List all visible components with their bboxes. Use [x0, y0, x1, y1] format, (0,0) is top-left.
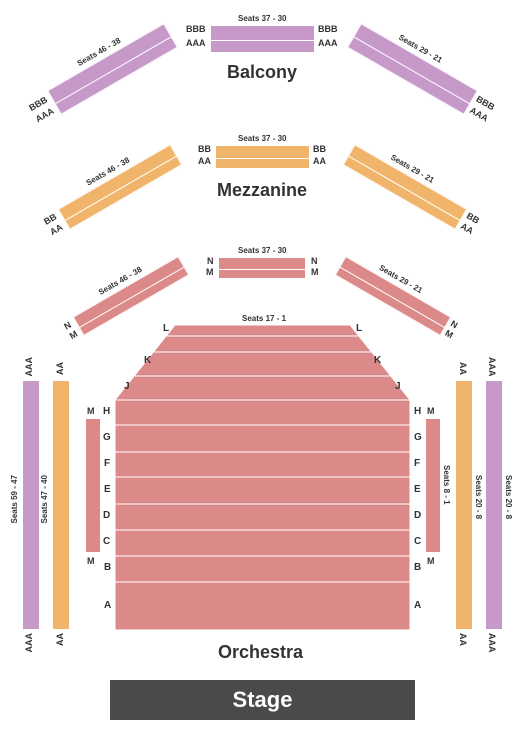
- orch-upper-right-m: M: [443, 328, 454, 340]
- balcony-center-seats: Seats 37 - 30: [238, 14, 286, 23]
- mezz-center[interactable]: [215, 145, 310, 169]
- row-l-f: F: [104, 458, 110, 469]
- row-r-k: K: [374, 355, 381, 366]
- row-r-j: J: [395, 381, 401, 392]
- balcony-center[interactable]: [210, 25, 315, 53]
- row-r-c: C: [414, 536, 421, 547]
- orch-side-aaa-right-t: AAA: [487, 357, 497, 377]
- mezz-right[interactable]: [343, 144, 468, 230]
- orch-main[interactable]: [0, 0, 525, 732]
- orch-upper-right[interactable]: [335, 256, 452, 336]
- orch-upper-center-seats: Seats 37 - 30: [238, 246, 286, 255]
- row-l-h: H: [103, 406, 110, 417]
- mezz-title: Mezzanine: [217, 180, 307, 201]
- orch-main-seats: Seats 17 - 1: [242, 314, 286, 323]
- row-l-d: D: [103, 510, 110, 521]
- orch-side-aaa-right-seats: Seats 20 - 8: [504, 475, 513, 519]
- orch-side-aa-left-t: AA: [55, 362, 65, 375]
- orch-upper-n-l: N: [207, 256, 214, 266]
- row-l-c: C: [103, 536, 110, 547]
- stage: Stage: [110, 680, 415, 720]
- row-r-g: G: [414, 432, 422, 443]
- row-r-a: A: [414, 600, 421, 611]
- row-l-e: E: [104, 484, 111, 495]
- balcony-center-aaa-l: AAA: [186, 38, 206, 48]
- orch-side-inner-left[interactable]: [85, 418, 101, 553]
- mezz-left[interactable]: [58, 144, 183, 230]
- orch-upper-center[interactable]: [218, 257, 306, 279]
- orch-side-aa-right-b: AA: [458, 633, 468, 646]
- row-l-a: A: [104, 600, 111, 611]
- orch-side-inner-right-m-t: M: [427, 406, 435, 416]
- orch-side-aaa-left-seats: Seats 59 - 47: [10, 475, 19, 523]
- row-r-d: D: [414, 510, 421, 521]
- row-l-k: K: [144, 355, 151, 366]
- orchestra-title: Orchestra: [218, 642, 303, 663]
- orch-side-aa-left[interactable]: [52, 380, 70, 630]
- balcony-title: Balcony: [227, 62, 297, 83]
- orch-side-inner-right[interactable]: [425, 418, 441, 553]
- orch-upper-left-m: M: [68, 329, 79, 341]
- row-r-b: B: [414, 562, 421, 573]
- row-r-h: H: [414, 406, 421, 417]
- orch-side-aa-right[interactable]: [455, 380, 473, 630]
- row-r-f: F: [414, 458, 420, 469]
- balcony-center-aaa-r: AAA: [318, 38, 338, 48]
- mezz-center-aa-l: AA: [198, 156, 211, 166]
- row-l-g: G: [103, 432, 111, 443]
- row-r-l: L: [356, 323, 362, 334]
- orch-side-inner-left-m-b: M: [87, 556, 95, 566]
- row-r-e: E: [414, 484, 421, 495]
- orch-side-aaa-left-t: AAA: [24, 357, 34, 377]
- orch-side-aa-left-b: AA: [55, 633, 65, 646]
- row-l-l: L: [163, 323, 169, 334]
- orch-side-aaa-right[interactable]: [485, 380, 503, 630]
- orch-side-aa-right-t: AA: [458, 362, 468, 375]
- balcony-center-bbb-l: BBB: [186, 24, 206, 34]
- orch-side-aaa-right-b: AAA: [487, 633, 497, 653]
- mezz-center-bb-l: BB: [198, 144, 211, 154]
- balcony-center-bbb-r: BBB: [318, 24, 338, 34]
- balcony-right[interactable]: [347, 23, 478, 115]
- orch-side-inner-right-seats: Seats 8 - 1: [442, 465, 451, 505]
- orch-side-inner-left-m-t: M: [87, 406, 95, 416]
- orch-side-aaa-left-b: AAA: [24, 633, 34, 653]
- mezz-center-bb-r: BB: [313, 144, 326, 154]
- mezz-center-aa-r: AA: [313, 156, 326, 166]
- mezz-center-seats: Seats 37 - 30: [238, 134, 286, 143]
- orch-side-aa-left-seats: Seats 47 - 40: [40, 475, 49, 523]
- orch-side-aa-right-seats: Seats 20 - 8: [474, 475, 483, 519]
- orch-upper-m-l: M: [206, 267, 214, 277]
- orch-upper-n-r: N: [311, 256, 318, 266]
- orch-upper-m-r: M: [311, 267, 319, 277]
- row-l-b: B: [104, 562, 111, 573]
- balcony-left[interactable]: [47, 23, 178, 115]
- row-l-j: J: [124, 381, 130, 392]
- orch-side-inner-right-m-b: M: [427, 556, 435, 566]
- orch-side-aaa-left[interactable]: [22, 380, 40, 630]
